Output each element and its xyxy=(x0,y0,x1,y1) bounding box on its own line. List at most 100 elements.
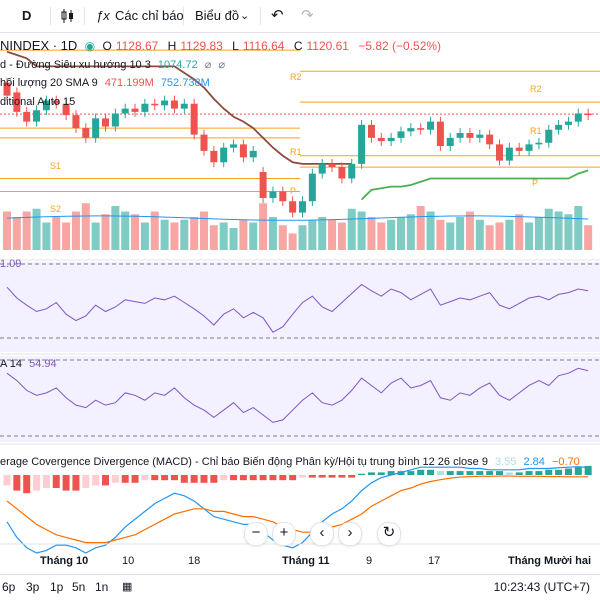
zoom-out-button[interactable]: − xyxy=(244,522,268,546)
candle-body xyxy=(456,133,464,138)
volume-bar xyxy=(91,222,100,250)
volume-bar xyxy=(81,203,90,250)
zoom-in-button[interactable]: + xyxy=(272,522,296,546)
supertrend-value: 1074.72 xyxy=(157,59,198,71)
timeframe-3p[interactable]: 3p xyxy=(26,580,40,594)
volume-bar xyxy=(12,217,21,250)
candle-body xyxy=(407,128,415,132)
volume-bar xyxy=(554,211,563,250)
volume-bar xyxy=(574,206,583,250)
volume-value: 471.199M xyxy=(104,77,154,89)
calendar-icon[interactable]: ▦ xyxy=(122,581,133,593)
macd-histogram-bar xyxy=(33,475,41,491)
macd-histogram-bar xyxy=(239,475,247,481)
candle-body xyxy=(308,173,316,202)
macd-histogram-bar xyxy=(555,469,563,475)
volume-bar xyxy=(200,211,208,250)
adx-pane-background xyxy=(0,356,600,442)
pivots-legend[interactable]: ditional Auto 15 xyxy=(0,96,79,108)
candle-body xyxy=(259,172,267,198)
supertrend-name: d - Đường Siêu xu hướng 10 3 xyxy=(0,59,151,71)
chart-canvas[interactable] xyxy=(0,32,600,574)
macd-histogram-bar xyxy=(574,467,582,475)
volume-bar xyxy=(534,217,543,250)
macd-histogram-bar xyxy=(230,475,238,481)
timeframe-1n[interactable]: 1n xyxy=(95,580,109,594)
adx-legend[interactable]: A 14 54.94 xyxy=(0,358,61,370)
pivot-r1-label: R1 xyxy=(290,147,302,157)
candle-body xyxy=(377,137,385,142)
x-tick-label: 18 xyxy=(188,555,201,567)
volume-bar xyxy=(249,222,258,250)
indicators-icon[interactable]: ƒx xyxy=(96,8,110,23)
volume-bar xyxy=(209,225,218,250)
candle-body xyxy=(33,110,41,122)
reset-chart-button[interactable]: ↻ xyxy=(377,522,401,546)
macd-histogram-bar xyxy=(377,472,385,475)
macd-histogram-bar xyxy=(564,468,572,475)
volume-bar xyxy=(357,211,366,250)
volume-bar xyxy=(131,214,140,250)
candle-body xyxy=(417,128,425,130)
macd-histogram-bar xyxy=(151,475,159,481)
macd-histogram-bar xyxy=(121,475,129,483)
macd-legend[interactable]: erage Covergence Divergence (MACD) - Chỉ… xyxy=(0,456,584,468)
rsi-legend[interactable]: 1.09 xyxy=(0,258,25,270)
macd-histogram-bar xyxy=(289,475,297,481)
x-tick-label: Tháng 11 xyxy=(282,555,330,567)
adx-value: 54.94 xyxy=(29,358,57,370)
candle-body xyxy=(555,124,563,130)
macd-histogram-bar xyxy=(131,475,139,483)
timeframe-1p[interactable]: 1p xyxy=(50,580,64,594)
x-tick-label: 10 xyxy=(122,555,135,567)
volume-bar xyxy=(298,225,307,250)
hidden-icon[interactable]: ⌀ xyxy=(204,59,212,71)
supertrend-legend[interactable]: d - Đường Siêu xu hướng 10 3 1074.72 ⌀ ⌀ xyxy=(0,58,229,71)
candle-body xyxy=(564,121,572,125)
candle-body xyxy=(348,163,356,179)
scroll-left-button[interactable]: ‹ xyxy=(310,522,334,546)
x-tick-label: Tháng Mười hai xyxy=(508,555,592,567)
volume-legend[interactable]: hối lượng 20 SMA 9 471.199M 752.738M xyxy=(0,77,214,89)
scroll-right-button[interactable]: › xyxy=(338,522,362,546)
indicators-button[interactable]: Các chỉ báo xyxy=(115,8,184,23)
volume-bar xyxy=(22,211,31,250)
pivot-r1-label: R1 xyxy=(530,126,542,136)
pivot-p-label: P xyxy=(532,178,539,188)
candle-type-icon[interactable] xyxy=(60,4,76,28)
volume-bar xyxy=(318,217,327,250)
pivot-s2-label: S2 xyxy=(50,204,62,214)
timeframe-6p[interactable]: 6p xyxy=(2,580,16,594)
candle-body xyxy=(367,124,375,138)
toolbar-divider xyxy=(260,7,261,25)
macd-histogram-bar xyxy=(170,475,178,481)
clock[interactable]: 10:23:43 (UTC+7) xyxy=(493,580,590,594)
candle-body xyxy=(121,108,129,114)
pivot-s1-label: S1 xyxy=(50,161,62,171)
volume-bar xyxy=(239,219,248,250)
hidden-icon[interactable]: ⌀ xyxy=(218,59,226,71)
volume-sma-value: 752.738M xyxy=(160,77,210,89)
macd-histogram-bar xyxy=(367,472,375,475)
volume-bar xyxy=(180,219,189,250)
volume-bar xyxy=(505,219,514,250)
candle-body xyxy=(3,82,11,96)
candle-body xyxy=(92,118,100,138)
chevron-down-icon[interactable]: ⌄ xyxy=(240,10,250,22)
candle-body xyxy=(387,137,395,142)
volume-bar xyxy=(337,222,346,250)
low-label: L xyxy=(232,39,239,53)
candle-body xyxy=(318,163,326,174)
interval-button[interactable]: D xyxy=(22,8,32,23)
candle-body xyxy=(584,113,592,116)
open-value: 1128.67 xyxy=(115,39,159,53)
redo-icon[interactable]: ↷ xyxy=(301,7,314,24)
timeframe-5n[interactable]: 5n xyxy=(72,580,86,594)
volume-bar xyxy=(150,211,159,250)
chart-type-button[interactable]: Biểu đồ xyxy=(195,8,240,23)
undo-icon[interactable]: ↶ xyxy=(271,7,284,24)
candle-body xyxy=(269,191,277,198)
symbol-name: NINDEX · 1D xyxy=(0,38,78,53)
volume-bar xyxy=(160,219,169,250)
volume-bar xyxy=(101,214,110,250)
